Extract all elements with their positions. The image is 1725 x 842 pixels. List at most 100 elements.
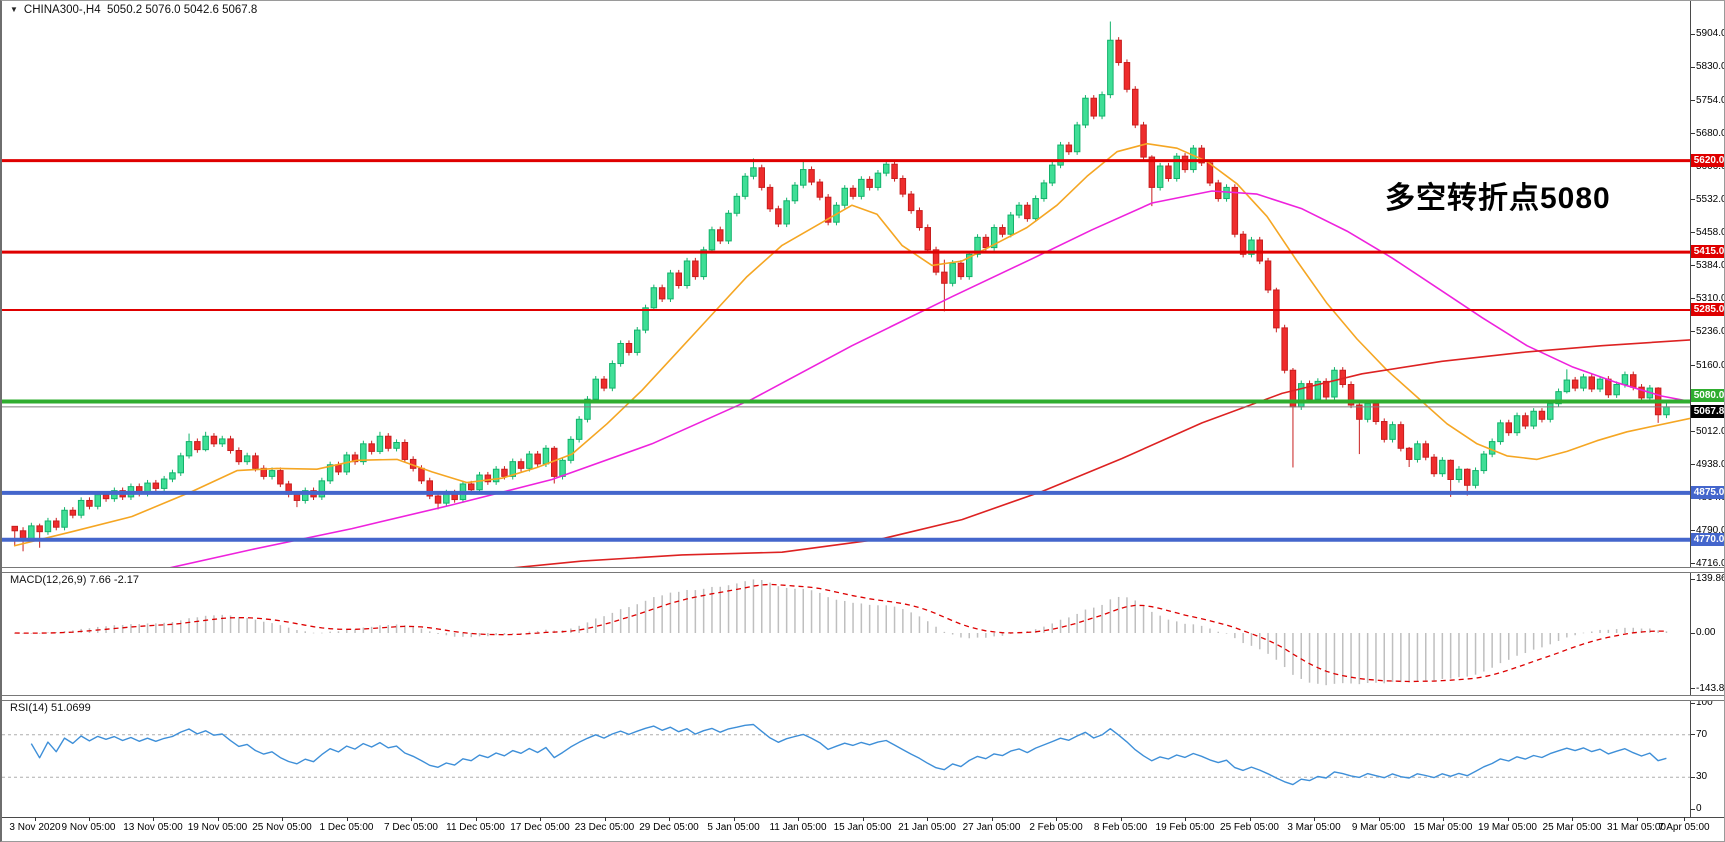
time-tick	[540, 817, 541, 821]
macd-histogram-bar	[180, 620, 182, 633]
price-tick-label: 5236.0	[1696, 325, 1725, 337]
candle	[194, 438, 201, 453]
symbol-title: CHINA300-,H4	[23, 4, 101, 16]
candle	[1156, 162, 1164, 191]
candle	[567, 436, 575, 464]
macd-histogram-bar	[130, 624, 132, 633]
candle	[1596, 376, 1604, 393]
macd-histogram-bar	[1051, 623, 1053, 633]
candle	[1065, 141, 1073, 155]
candle	[733, 193, 741, 217]
macd-histogram-bar	[769, 582, 771, 633]
macd-histogram-bar	[827, 597, 829, 633]
candle	[1190, 145, 1197, 173]
panel-splitter[interactable]	[2, 695, 1724, 701]
macd-label: MACD(12,26,9) 7.66 -2.17	[10, 574, 140, 586]
axis-line-vertical	[1690, 1, 1691, 817]
macd-histogram-bar	[204, 615, 207, 633]
macd-histogram-bar	[312, 632, 315, 634]
candle	[1289, 368, 1297, 468]
macd-histogram-bar	[487, 633, 489, 637]
candle	[277, 467, 284, 488]
macd-histogram-bar	[246, 617, 248, 633]
macd-histogram-bar	[55, 632, 57, 633]
macd-histogram-bar	[545, 629, 547, 633]
candle	[1115, 37, 1122, 66]
date-label: 3 Mar 05:00	[1287, 822, 1341, 833]
ohlc-readout: 5050.2 5076.0 5042.6 5067.8	[107, 4, 258, 16]
macd-histogram-bar	[1350, 633, 1352, 684]
macd-histogram-bar	[644, 600, 647, 633]
date-label: 19 Mar 05:00	[1478, 822, 1537, 833]
macd-chart[interactable]	[2, 571, 1690, 695]
candle	[318, 477, 326, 501]
candle	[61, 507, 68, 531]
macd-histogram-bar	[678, 591, 680, 633]
macd-histogram-bar	[1532, 633, 1535, 650]
candle	[1447, 459, 1454, 497]
macd-histogram-bar	[761, 580, 763, 633]
candle	[1073, 121, 1081, 155]
rsi-tick	[1690, 776, 1695, 778]
macd-histogram-bar	[1607, 629, 1610, 633]
macd-histogram-bar	[1225, 633, 1228, 634]
macd-histogram-bar	[777, 586, 780, 633]
macd-histogram-bar	[453, 633, 456, 637]
macd-histogram-bar	[163, 622, 165, 633]
rsi-chart[interactable]	[2, 699, 1690, 817]
candle	[484, 471, 492, 485]
date-label: 15 Jan 05:00	[833, 822, 892, 833]
macd-histogram-bar	[736, 583, 738, 633]
macd-histogram-bar	[868, 604, 871, 633]
price-chart[interactable]	[2, 1, 1690, 567]
macd-histogram-bar	[1541, 633, 1543, 648]
time-tick	[733, 817, 735, 821]
candle	[1588, 373, 1595, 393]
macd-histogram-bar	[968, 633, 970, 639]
candle	[1248, 236, 1255, 258]
candle	[1057, 141, 1064, 169]
date-label: 19 Nov 05:00	[187, 822, 248, 833]
rsi-line	[30, 723, 1667, 786]
price-tick-label: 5532.0	[1696, 193, 1725, 205]
macd-tick	[1690, 688, 1695, 690]
panel-splitter[interactable]	[2, 567, 1724, 573]
macd-histogram-bar	[379, 625, 381, 633]
macd-histogram-bar	[943, 631, 946, 633]
macd-histogram-bar	[1425, 633, 1427, 681]
candle	[426, 477, 433, 500]
candle	[924, 224, 931, 253]
candle	[1513, 412, 1521, 436]
time-tick	[1185, 817, 1186, 821]
macd-histogram-bar	[429, 631, 431, 633]
macd-histogram-bar	[1275, 633, 1278, 660]
macd-histogram-bar	[354, 629, 356, 633]
macd-histogram-bar	[1383, 633, 1385, 684]
price-tick-label: 5904.0	[1696, 28, 1725, 39]
candle	[766, 184, 774, 212]
date-label: 23 Dec 05:00	[574, 822, 635, 833]
candle	[1547, 400, 1554, 423]
macd-histogram-bar	[462, 633, 464, 637]
candle	[434, 493, 442, 510]
price-badge-5620.0: 5620.0	[1691, 153, 1724, 167]
candle	[891, 161, 898, 182]
macd-histogram-bar	[1433, 633, 1435, 681]
macd-histogram-bar	[412, 626, 414, 633]
candle	[227, 435, 234, 454]
candle	[1430, 454, 1438, 477]
macd-histogram-bar	[420, 628, 423, 633]
candle	[1007, 211, 1014, 238]
candle	[1497, 419, 1504, 445]
macd-histogram-bar	[1292, 633, 1294, 675]
candle	[1107, 21, 1114, 99]
macd-histogram-bar	[279, 625, 282, 633]
macd-histogram-bar	[146, 623, 149, 633]
macd-histogram-bar	[951, 633, 954, 635]
symbol-dropdown-icon[interactable]: ▼	[10, 5, 18, 14]
date-label: 15 Mar 05:00	[1413, 822, 1473, 833]
price-tick-label: 5384.0	[1696, 259, 1725, 271]
macd-histogram-bar	[661, 595, 663, 633]
macd-histogram-bar	[370, 626, 373, 633]
candle	[1049, 161, 1056, 187]
